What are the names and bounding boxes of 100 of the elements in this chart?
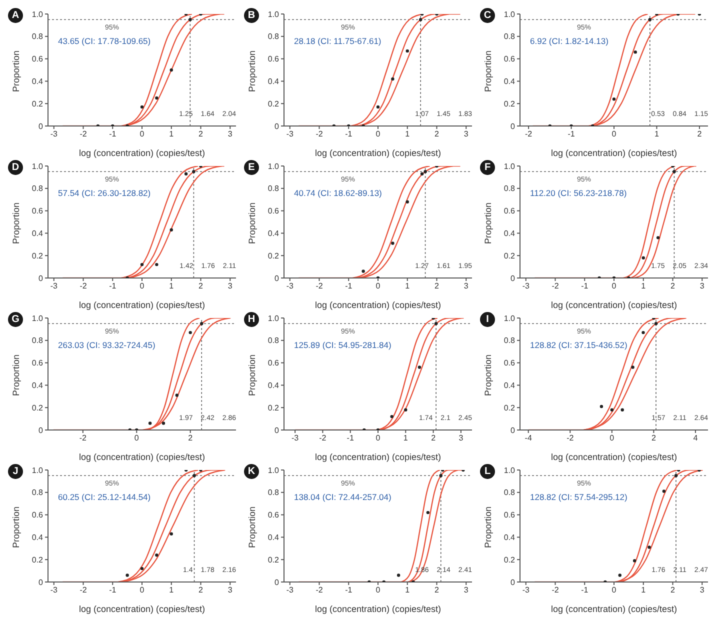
x-tick-label: 4 — [693, 434, 698, 443]
y-tick-label: 0.2 — [268, 99, 280, 108]
chart-title: G — [8, 312, 23, 327]
chart-title: J — [8, 464, 23, 479]
annotation: 60.25 (CI: 25.12-144.54) — [58, 492, 151, 502]
y-tick-label: 0.2 — [32, 403, 44, 412]
y-axis-title: Proportion — [483, 354, 494, 396]
x-tick-label: -1 — [345, 586, 353, 595]
chart-title: I — [480, 312, 495, 327]
x-axis-title: log (concentration) (copies/test) — [550, 604, 678, 614]
y-tick-label: 0.6 — [268, 54, 280, 64]
y-tick-label: 0.2 — [504, 555, 516, 564]
x-tick-label: 0 — [140, 586, 145, 595]
y-tick-label: 0.2 — [268, 555, 280, 564]
x-tick-label: 3 — [228, 282, 233, 291]
annotation: 43.65 (CI: 17.78-109.65) — [58, 36, 151, 46]
y-tick-label: 0.2 — [268, 403, 280, 412]
x-tick-label: 0 — [376, 130, 381, 139]
y-tick-label: 0.2 — [504, 403, 516, 412]
x-tick-label: 2 — [198, 586, 204, 595]
y-axis-title: Proportion — [247, 202, 258, 244]
x-tick-label: 0 — [134, 434, 140, 443]
x-axis-title: log (concentration) (copies/test) — [78, 604, 206, 614]
x-tick-label: 2 — [651, 434, 656, 443]
x-tick-label: -1 — [109, 282, 117, 291]
x-axis-title: log (concentration) (copies/test) — [314, 300, 442, 310]
x-tick-label: 1 — [403, 434, 408, 443]
x-tick-label: -1 — [345, 130, 353, 139]
y-tick-label: 0.8 — [268, 336, 280, 346]
annotation: 40.74 (CI: 18.62-89.13) — [294, 188, 382, 198]
x-tick-label: 1 — [169, 586, 174, 595]
y-tick-label: 0.8 — [504, 32, 516, 42]
chart-title: D — [8, 160, 23, 175]
x-tick-label: 3 — [464, 282, 469, 291]
y-tick-label: 0 — [274, 578, 280, 587]
y-tick-label: 0.6 — [32, 510, 44, 520]
x-tick-label: -3 — [286, 282, 294, 291]
annotation: 128.82 (CI: 57.54-295.12) — [530, 492, 628, 502]
x-tick-label: -2 — [80, 282, 88, 291]
y-tick-label: 0 — [274, 274, 280, 283]
x-tick-label: -1 — [345, 282, 353, 291]
x-tick-label: -1 — [109, 130, 117, 139]
annotation: 128.82 (CI: 37.15-436.52) — [530, 340, 628, 350]
y-tick-label: 0 — [510, 578, 516, 587]
x-tick-label: -3 — [50, 282, 58, 291]
x-tick-label: -2 — [80, 130, 88, 139]
y-axis-title: Proportion — [11, 50, 22, 92]
y-tick-label: 0 — [38, 122, 44, 131]
y-tick-label: 0.2 — [32, 99, 44, 108]
y-tick-label: 0.2 — [504, 99, 516, 108]
y-tick-label: 0 — [38, 274, 44, 283]
y-tick-label: 0 — [510, 426, 516, 435]
y-tick-label: 0.4 — [268, 77, 280, 86]
x-tick-label: -3 — [50, 586, 58, 595]
y-tick-label: 0.2 — [32, 251, 44, 260]
y-tick-label: 0.6 — [32, 206, 44, 216]
y-tick-label: 1.0 — [504, 314, 516, 323]
x-tick-label: 3 — [458, 434, 464, 443]
y-tick-label: 0.6 — [32, 358, 44, 368]
x-tick-label: -2 — [552, 586, 560, 595]
annotation: 28.18 (CI: 11.75-67.61) — [294, 36, 382, 46]
y-tick-label: 0.8 — [32, 336, 44, 346]
y-tick-label: 0.4 — [32, 533, 44, 542]
x-tick-label: -2 — [524, 130, 533, 139]
x-tick-label: 1 — [169, 130, 174, 139]
chart-title: K — [244, 464, 259, 479]
annotation: 125.89 (CI: 54.95-281.84) — [294, 340, 392, 350]
x-tick-label: 2 — [434, 282, 440, 291]
y-tick-label: 0.8 — [504, 336, 516, 346]
y-tick-label: 0.6 — [268, 358, 280, 368]
x-tick-label: 0 — [376, 282, 381, 291]
x-tick-label: 1 — [641, 282, 646, 291]
y-tick-label: 1.0 — [504, 162, 516, 171]
x-axis-title: log (concentration) (copies/test) — [78, 148, 206, 158]
y-tick-label: 0.8 — [32, 184, 44, 194]
x-tick-label: -4 — [524, 434, 532, 443]
x-tick-label: 2 — [198, 130, 204, 139]
x-tick-label: -1 — [581, 282, 589, 291]
x-tick-label: 2 — [431, 434, 436, 443]
x-tick-label: -3 — [286, 586, 294, 595]
x-tick-label: 3 — [464, 130, 469, 139]
y-tick-label: 0.4 — [268, 229, 280, 238]
y-tick-label: 0.8 — [268, 488, 280, 498]
y-tick-label: 0 — [38, 426, 44, 435]
x-tick-label: -2 — [319, 434, 327, 443]
x-tick-label: -1 — [581, 586, 589, 595]
x-tick-label: -2 — [80, 586, 88, 595]
y-tick-label: 0.4 — [504, 533, 516, 542]
x-tick-label: 3 — [700, 282, 705, 291]
y-tick-label: 0.6 — [268, 510, 280, 520]
x-axis-title: log (concentration) (copies/test) — [550, 148, 678, 158]
x-tick-label: 2 — [188, 434, 194, 443]
x-tick-label: 0 — [612, 586, 617, 595]
x-axis-title: log (concentration) (copies/test) — [314, 148, 442, 158]
annotation: 138.04 (CI: 72.44-257.04) — [294, 492, 392, 502]
x-tick-label: -1 — [109, 586, 117, 595]
y-tick-label: 1.0 — [268, 466, 280, 475]
x-tick-label: 3 — [464, 586, 469, 595]
y-tick-label: 0 — [510, 122, 516, 131]
y-tick-label: 0.2 — [268, 251, 280, 260]
